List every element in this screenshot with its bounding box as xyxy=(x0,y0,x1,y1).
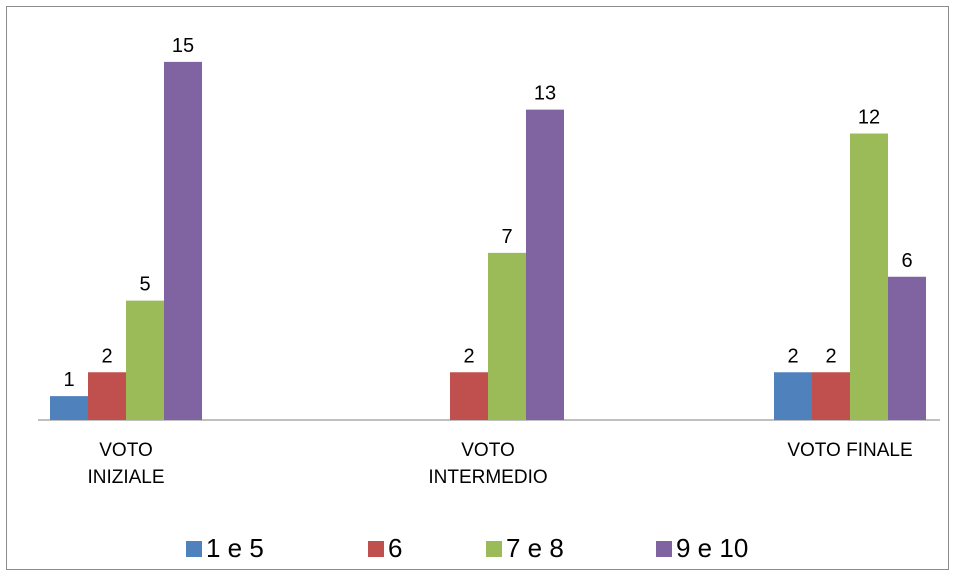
value-label: 2 xyxy=(463,345,474,367)
bar-7-e-8-0 xyxy=(126,300,164,420)
bar-9-e-10-2 xyxy=(888,276,926,420)
bar-6-0 xyxy=(88,372,126,420)
bar-7-e-8-2 xyxy=(850,133,888,420)
legend-label: 6 xyxy=(388,533,402,563)
value-label: 12 xyxy=(858,107,880,129)
legend-swatch xyxy=(186,541,202,557)
bar-6-1 xyxy=(450,372,488,420)
value-label: 5 xyxy=(139,274,150,296)
bar-6-2 xyxy=(812,372,850,420)
bar-1-e-5-2 xyxy=(774,372,812,420)
x-tick-label: VOTO INIZIALE xyxy=(87,440,164,488)
value-label: 6 xyxy=(901,250,912,272)
bar-9-e-10-0 xyxy=(164,61,202,420)
value-label: 2 xyxy=(787,345,798,367)
legend-label: 1 e 5 xyxy=(206,533,264,563)
bar-7-e-8-1 xyxy=(488,252,526,420)
bar-1-e-5-0 xyxy=(50,396,88,420)
value-label: 2 xyxy=(101,345,112,367)
legend-swatch xyxy=(368,541,384,557)
legend-swatch xyxy=(486,541,502,557)
x-tick-labels-group: VOTO INIZIALE VOTO INTERMEDIO VOTO FINALE xyxy=(87,440,912,488)
value-label: 1 xyxy=(63,369,74,391)
chart-frame xyxy=(6,6,949,570)
legend-label: 7 e 8 xyxy=(506,533,564,563)
legend-swatch xyxy=(656,541,672,557)
legend: 1 e 5 6 7 e 8 9 e 10 xyxy=(186,533,748,563)
bars-group xyxy=(50,61,926,420)
value-label: 7 xyxy=(501,226,512,248)
value-label: 15 xyxy=(172,35,194,57)
value-label: 2 xyxy=(825,345,836,367)
x-tick-label: VOTO FINALE xyxy=(787,440,912,461)
bar-9-e-10-1 xyxy=(526,109,564,420)
x-tick-label: VOTO INTERMEDIO xyxy=(428,440,547,488)
legend-label: 9 e 10 xyxy=(676,533,748,563)
value-label: 13 xyxy=(534,83,556,105)
